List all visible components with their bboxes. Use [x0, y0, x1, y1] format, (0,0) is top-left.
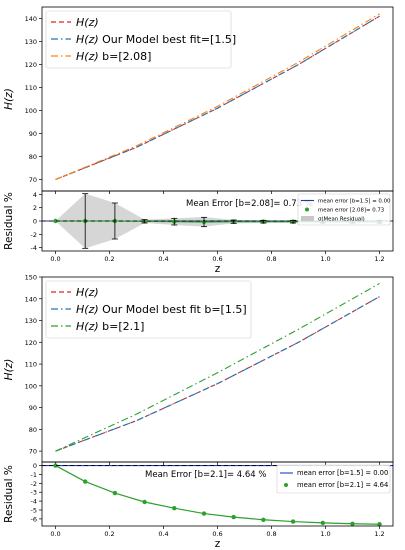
- data-point: [377, 522, 382, 526]
- legend-label: mean error [2.08]= 0.73: [318, 208, 384, 214]
- data-point: [172, 506, 177, 511]
- y-tick-label: 150: [25, 274, 37, 282]
- x-tick-label: 1.0: [320, 530, 330, 538]
- x-tick-label: 0.0: [50, 255, 60, 263]
- x-tick-label: 1.0: [320, 255, 330, 263]
- legend-marker: [284, 483, 288, 487]
- legend-box: [297, 193, 391, 226]
- plot-area: [55, 13, 380, 181]
- y-tick-label: 130: [25, 38, 37, 46]
- y-tick-label: -2: [31, 480, 37, 488]
- legend-label: mean error [b=2.1] = 4.64: [297, 481, 388, 489]
- mean-error-annotation: Mean Error [b=2.08]= 0.73 %: [186, 199, 313, 209]
- legend-swatch: [301, 216, 314, 221]
- y-axis-label: Residual %: [3, 192, 15, 250]
- y-tick-label: 120: [25, 61, 37, 69]
- series-line-0: [55, 296, 380, 452]
- y-tick-label: 4: [33, 191, 37, 199]
- y-axis-label: H(z): [3, 359, 15, 381]
- x-tick-label: 1.2: [374, 530, 384, 538]
- y-tick-label: -1: [31, 471, 37, 479]
- x-tick-label: 1.2: [374, 255, 384, 263]
- mean-error-annotation: Mean Error [b=2.1]= 4.64 %: [145, 470, 266, 480]
- y-axis-label: Residual %: [3, 465, 15, 523]
- data-point: [350, 521, 355, 526]
- x-tick-label: 0.8: [266, 255, 276, 263]
- data-point: [231, 514, 236, 520]
- series-line-1: [55, 296, 380, 452]
- legend-label: H(z): [76, 16, 99, 29]
- y-tick-label: -4: [31, 498, 37, 506]
- panel-top-residual: -4 -2 0 2 4 0.0 0.2 0.4 0.6 0.8 1.0 1.2 Residual % z M…: [3, 190, 394, 275]
- y-tick-label: 120: [25, 339, 37, 347]
- x-tick-label: 0.6: [212, 530, 222, 538]
- y-tick-label: 0: [33, 462, 37, 470]
- x-tick-label: 0.2: [104, 255, 114, 263]
- plot-area: [42, 463, 393, 526]
- series-line-1: [55, 465, 380, 525]
- legend-box: [45, 10, 232, 69]
- data-point: [142, 499, 147, 505]
- legend-marker: [305, 207, 309, 212]
- legend-box: [276, 464, 391, 494]
- panel-bottom-residual: -6-5-4-3-2-10 0.0 0.2 0.4 0.6 0.8 1.0 1.2 Residu…: [3, 461, 394, 550]
- y-tick-label: 110: [25, 361, 37, 369]
- y-tick-label: 140: [25, 15, 37, 23]
- y-tick-label: 90: [29, 404, 37, 412]
- y-axis-label: H(z): [3, 88, 15, 110]
- data-point: [112, 490, 118, 496]
- data-point: [53, 218, 58, 224]
- x-tick-label: 0.2: [104, 530, 114, 538]
- legend-label: H(z) b=[2.08]: [76, 50, 151, 63]
- legend-label: H(z) Our Model best fit b=[1.5]: [76, 303, 247, 316]
- y-tick-label: -3: [31, 489, 37, 497]
- panel-top-main: 70 80 90 100 110 120 130 140 H(z) H(z) H(z) Our Mo…: [3, 6, 394, 194]
- y-tick-label: 80: [29, 426, 37, 434]
- y-tick-label: -2: [31, 231, 37, 239]
- legend-label: H(z): [76, 286, 99, 299]
- y-tick-label: 110: [25, 84, 37, 92]
- y-tick-label: 80: [29, 153, 37, 161]
- legend-label: σ(Mean Residual): [318, 217, 365, 223]
- x-axis-label: z: [215, 538, 221, 550]
- y-tick-label: -5: [31, 507, 37, 515]
- data-point: [290, 519, 296, 524]
- data-point: [83, 479, 88, 484]
- data-point: [261, 517, 266, 522]
- legend-box: [45, 280, 252, 339]
- series-line-2: [55, 283, 380, 452]
- panel-bottom-main: 70 80 90 100 110 120 130 140 150 H(z) H(z) H(z) Our…: [3, 274, 394, 465]
- y-tick-label: 0: [33, 218, 37, 226]
- plot-area: [55, 283, 380, 452]
- x-tick-label: 0.0: [50, 530, 60, 538]
- y-tick-label: 130: [25, 317, 37, 325]
- x-tick-label: 0.4: [158, 530, 168, 538]
- legend-label: H(z) Our Model best fit=[1.5]: [76, 33, 236, 46]
- y-tick-label: 140: [25, 295, 37, 303]
- x-tick-label: 0.4: [158, 255, 168, 263]
- series-line-1: [55, 15, 380, 181]
- y-tick-label: 2: [33, 204, 37, 212]
- legend-label: mean error [b=1.5] = 0.00: [318, 199, 391, 205]
- data-point: [320, 520, 325, 526]
- data-point: [53, 463, 58, 468]
- y-tick-label: 90: [29, 130, 37, 138]
- y-tick-label: 100: [25, 382, 37, 390]
- x-tick-label: 0.8: [266, 530, 276, 538]
- x-tick-label: 0.6: [212, 255, 222, 263]
- x-axis-label: z: [215, 263, 221, 275]
- series-line-2: [55, 13, 380, 181]
- data-point: [201, 511, 207, 516]
- y-tick-label: 70: [29, 176, 37, 184]
- legend-label: mean error [b=1.5] = 0.00: [297, 469, 388, 477]
- y-tick-label: 70: [29, 448, 37, 456]
- y-tick-label: 100: [25, 107, 37, 115]
- legend-label: H(z) b=[2.1]: [76, 320, 144, 333]
- y-tick-label: -6: [31, 515, 37, 523]
- y-tick-label: -4: [31, 244, 37, 252]
